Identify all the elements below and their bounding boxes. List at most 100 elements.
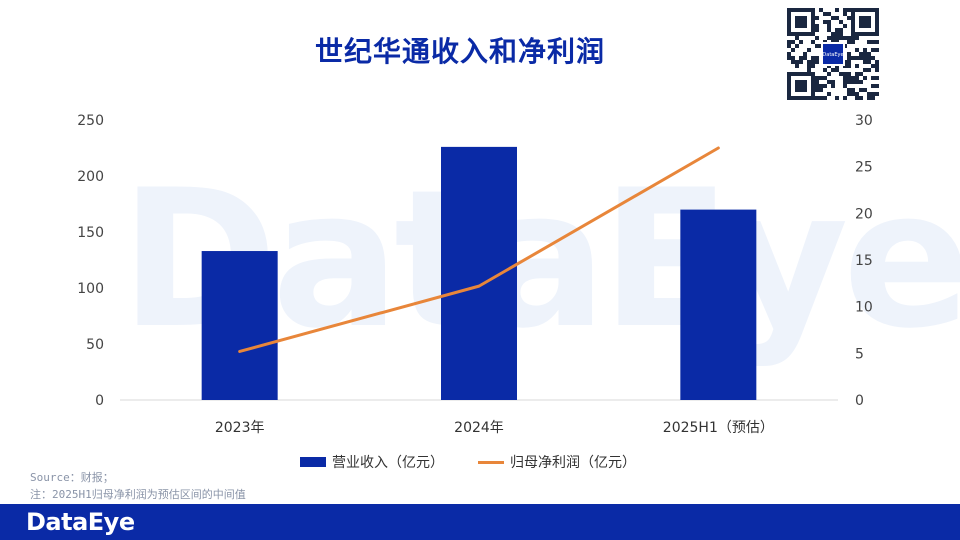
- qr-module: [875, 64, 879, 68]
- qr-module: [847, 36, 851, 40]
- qr-module: [851, 88, 855, 92]
- qr-module: [795, 36, 799, 40]
- qr-module: [843, 96, 847, 100]
- qr-module: [815, 56, 819, 60]
- qr-module: [843, 76, 847, 80]
- qr-module: [855, 48, 859, 52]
- qr-module: [787, 44, 791, 48]
- qr-module: [831, 16, 835, 20]
- qr-module: [835, 36, 839, 40]
- qr-module: [799, 56, 803, 60]
- qr-module: [863, 60, 867, 64]
- qr-code: DataEye: [787, 8, 879, 100]
- qr-module: [847, 8, 851, 12]
- qr-module: [823, 20, 827, 24]
- qr-module: [831, 84, 835, 88]
- qr-module: [807, 60, 811, 64]
- qr-module: [847, 60, 851, 64]
- qr-module: [787, 52, 791, 56]
- qr-module: [831, 68, 835, 72]
- qr-module: [851, 76, 855, 80]
- qr-module: [843, 36, 847, 40]
- qr-module: [807, 68, 811, 72]
- qr-module: [843, 8, 847, 12]
- qr-center-label: DataEye: [822, 52, 843, 58]
- qr-module: [819, 8, 823, 12]
- qr-module: [791, 48, 795, 52]
- qr-module: [871, 56, 875, 60]
- x-tick-label: 2025H1（预估）: [663, 420, 774, 436]
- legend-swatch-bar: [300, 457, 326, 467]
- qr-module: [795, 64, 799, 68]
- qr-module: [859, 88, 863, 92]
- y-left-tick-label: 150: [77, 225, 104, 241]
- qr-module: [867, 92, 871, 96]
- legend-item-revenue: 营业收入（亿元）: [300, 452, 444, 472]
- qr-module: [871, 40, 875, 44]
- qr-module: [875, 48, 879, 52]
- qr-module: [803, 52, 807, 56]
- qr-module: [803, 56, 807, 60]
- qr-module: [859, 56, 863, 60]
- qr-module: [831, 32, 835, 36]
- qr-module: [827, 20, 831, 24]
- qr-module: [819, 76, 823, 80]
- qr-module: [847, 64, 851, 68]
- qr-module: [871, 64, 875, 68]
- qr-module: [795, 44, 799, 48]
- qr-module: [863, 52, 867, 56]
- y-left-tick-label: 250: [77, 113, 104, 129]
- qr-module: [835, 68, 839, 72]
- qr-module: [859, 52, 863, 56]
- qr-module: [863, 48, 867, 52]
- bar: [441, 146, 517, 400]
- qr-module: [815, 16, 819, 20]
- qr-module: [815, 24, 819, 28]
- legend: 营业收入（亿元） 归母净利润（亿元）: [300, 452, 636, 472]
- qr-center-logo: [823, 44, 843, 64]
- qr-module: [787, 40, 791, 44]
- qr-module: [791, 56, 795, 60]
- qr-module: [875, 60, 879, 64]
- qr-module: [871, 92, 875, 96]
- qr-module: [859, 96, 863, 100]
- qr-module: [835, 96, 839, 100]
- qr-module: [835, 16, 839, 20]
- qr-module: [811, 64, 815, 68]
- qr-module: [855, 72, 859, 76]
- legend-label-revenue: 营业收入（亿元）: [332, 455, 444, 471]
- qr-module: [867, 68, 871, 72]
- qr-module: [855, 76, 859, 80]
- legend-item-profit: 归母净利润（亿元）: [478, 452, 636, 472]
- qr-module: [819, 88, 823, 92]
- x-tick-label: 2023年: [215, 420, 265, 436]
- qr-module: [815, 76, 819, 80]
- qr-module: [815, 88, 819, 92]
- qr-module: [863, 88, 867, 92]
- qr-module: [851, 40, 855, 44]
- qr-module: [867, 52, 871, 56]
- qr-module: [827, 72, 831, 76]
- footer-logo: DataEye: [26, 508, 135, 536]
- y-left-tick-label: 0: [95, 393, 104, 409]
- qr-module: [815, 60, 819, 64]
- qr-module: [839, 32, 843, 36]
- y-right-tick-label: 25: [855, 160, 873, 176]
- qr-module: [871, 96, 875, 100]
- qr-module: [799, 60, 803, 64]
- x-tick-label: 2024年: [454, 420, 504, 436]
- qr-module: [855, 64, 859, 68]
- qr-module: [823, 68, 827, 72]
- chart-title: 世纪华通收入和净利润: [314, 35, 605, 68]
- qr-module: [823, 76, 827, 80]
- y-right-tick-label: 30: [855, 113, 873, 129]
- qr-module: [851, 80, 855, 84]
- qr-module: [791, 60, 795, 64]
- y-right-tick-label: 15: [855, 253, 873, 269]
- qr-module: [867, 40, 871, 44]
- qr-module: [867, 56, 871, 60]
- y-right-tick-label: 5: [855, 346, 864, 362]
- note-line: 注：2025H1归母净利润为预估区间的中间值: [30, 488, 246, 501]
- y-left-tick-label: 100: [77, 281, 104, 297]
